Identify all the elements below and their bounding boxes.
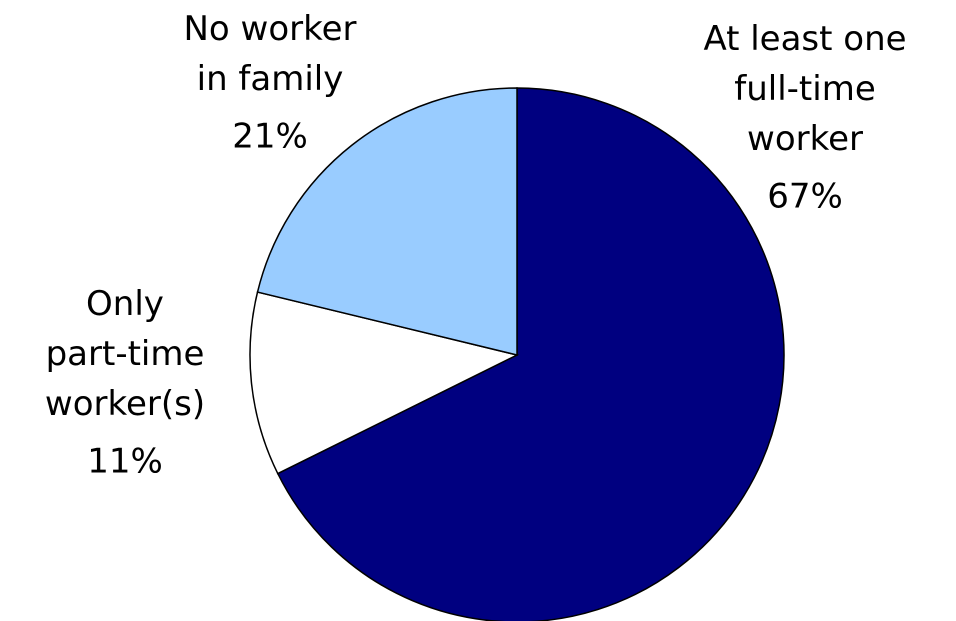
slice-label-line: worker [747,119,863,159]
value-label: 11% [87,442,163,482]
value-label: 67% [767,177,843,217]
slice-label: At least one full-time worker [703,19,906,159]
pie-slice [276,87,785,621]
slice-label-line: in family [197,59,344,99]
slice-label-line: At least one [703,19,906,59]
slice-label: Only part-time worker(s) [45,284,205,424]
value-label: 21% [232,117,308,157]
slice-label-line: No worker [183,9,356,49]
slice-label-line: full-time [734,69,876,109]
slice-label-line: part-time [46,334,205,374]
slice-label: No worker in family [183,9,356,99]
slice-label-line: worker(s) [45,384,205,424]
pie-slice [249,291,520,475]
pie-slice [256,87,518,356]
slice-label-line: Only [86,284,164,324]
